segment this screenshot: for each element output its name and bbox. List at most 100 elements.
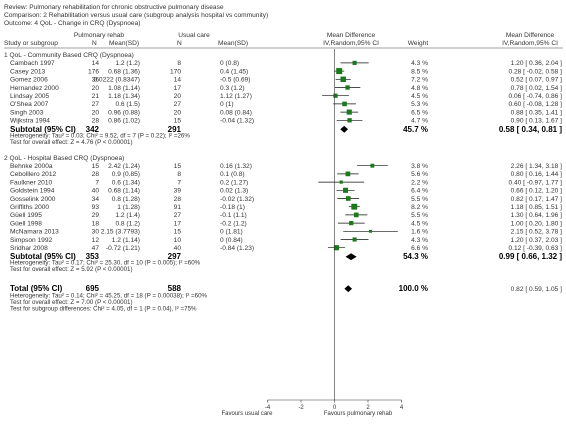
ctl-n-value: 170 — [170, 68, 181, 75]
weight-value: 6.4 % — [411, 188, 428, 195]
study-name: Sridhar 2008 — [10, 245, 48, 252]
forest-rows: 1 QoL - Community Based CRQ (Dyspnoea)Ca… — [4, 52, 562, 313]
exp-mean-value: 0.6 (1.5) — [115, 101, 140, 108]
ctl-n-value: 17 — [174, 85, 182, 92]
exp-mean-header: Mean(SD) — [109, 40, 139, 47]
x-tick-label: 4 — [400, 405, 404, 411]
point-estimate — [353, 212, 359, 218]
exp-mean-value: 0.6 (1.34) — [112, 179, 140, 186]
exp-mean-value: 2.42 (1.24) — [108, 163, 140, 170]
point-estimate — [352, 237, 357, 242]
comparison-title: Comparison: 2 Rehabilitation versus usua… — [4, 12, 268, 19]
ci-value: 0.28 [ -0.02, 0.58 ] — [508, 68, 562, 75]
exp-n-value: 30 — [92, 229, 100, 236]
ci-value: 0.06 [ -0.74, 0.86 ] — [508, 93, 562, 100]
weight-value: 4.5 % — [411, 220, 428, 227]
ctl-n-value: 39 — [174, 188, 182, 195]
favours-left-label: Favours usual care — [221, 411, 273, 417]
favours-right-label: Favours pulmonary rehab — [324, 411, 393, 417]
total-diamond — [344, 285, 353, 293]
md2-method-header: IV,Random,95% CI — [502, 40, 558, 47]
ci-value: 2.15 [ 0.52, 3.78 ] — [511, 229, 562, 236]
point-estimate — [340, 76, 346, 83]
ci-value: 0.60 [ -0.08, 1.28 ] — [508, 101, 562, 108]
exp-mean-value: 0.86 (1.02) — [108, 118, 140, 125]
study-name: Griffiths 2000 — [10, 204, 49, 211]
ci-value: 1.00 [ 0.20, 1.80 ] — [511, 220, 562, 227]
ctl-mean-value: -0.84 (1.23) — [220, 245, 254, 252]
weight-value: 3.8 % — [411, 163, 428, 170]
weight-value: 5.5 % — [411, 196, 428, 203]
exp-mean-value: 1.18 (1.34) — [108, 93, 140, 100]
ctl-mean-value: -0.5 (0.69) — [220, 77, 250, 84]
md2-header: Mean Difference — [506, 32, 555, 39]
ctl-n-value: 27 — [174, 101, 182, 108]
x-axis: -4 -2 0 2 4 — [265, 49, 404, 411]
exp-n-value: 36 — [92, 77, 100, 84]
subtotal-weight: 54.3 % — [403, 252, 428, 261]
study-name: Cambach 1997 — [10, 60, 55, 67]
study-name: Gosselink 2000 — [10, 196, 56, 203]
x-tick-label: -4 — [265, 405, 271, 411]
outcome-title: Outcome: 4 QoL - Change in CRQ (Dyspnoea… — [4, 20, 140, 27]
subtotal-exp-n: 342 — [86, 125, 100, 134]
subtotal-weight: 45.7 % — [403, 125, 428, 134]
study-header: Study or subgroup — [4, 40, 58, 47]
subtotal-ctl-n: 291 — [168, 125, 182, 134]
weight-value: 1.6 % — [411, 229, 428, 236]
total-label: Total (95% CI) — [10, 284, 63, 293]
subgroup-title: 2 QoL - Hospital Based CRQ (Dyspnoea) — [4, 155, 124, 162]
ctl-mean-value: 0 (1.81) — [220, 229, 243, 236]
heterogeneity-text: Heterogeneity: Tau² = 0.17; Chi² = 25.30… — [10, 260, 201, 267]
study-name: Faulkner 2010 — [10, 179, 52, 186]
ctl-mean-value: 1.12 (1.27) — [220, 93, 252, 100]
ctl-n-value: 14 — [174, 77, 182, 84]
ci-value: 2.26 [ 1.34, 3.18 ] — [511, 163, 562, 170]
exp-n-value: 47 — [92, 245, 100, 252]
subtotal-diamond — [340, 125, 349, 133]
ctl-mean-value: -0.2 (1.2) — [220, 220, 247, 227]
exp-mean-value: 0.68 (1.36) — [108, 68, 140, 75]
ctl-n-value: 20 — [174, 93, 182, 100]
total-weight: 100.0 % — [399, 284, 428, 293]
exp-n-value: 12 — [92, 237, 100, 244]
x-tick-label: 0 — [333, 405, 337, 411]
weight-value: 5.5 % — [411, 212, 428, 219]
ctl-mean-value: 0.16 (1.32) — [220, 163, 252, 170]
point-estimate — [336, 68, 343, 75]
weight-value: 6.5 % — [411, 109, 428, 116]
ci-value: 0.88 [ 0.35, 1.41 ] — [511, 109, 562, 116]
weight-value: 4.8 % — [411, 85, 428, 92]
exp-n-value: 15 — [92, 163, 100, 170]
ctl-n-value: 8 — [177, 60, 181, 67]
exp-n-value: 34 — [92, 196, 100, 203]
ctl-mean-value: 0.3 (1.2) — [220, 85, 245, 92]
ci-value: 1.20 [ 0.36, 2.04 ] — [511, 60, 562, 67]
weight-value: 4.3 % — [411, 60, 428, 67]
study-name: Wijkstra 1994 — [10, 118, 50, 125]
ctl-mean-value: 0 (1) — [220, 101, 234, 108]
subtotal-ctl-n: 297 — [168, 252, 182, 261]
study-name: Casey 2013 — [10, 68, 46, 75]
study-name: McNamara 2013 — [10, 229, 59, 236]
ctl-mean-value: 0.02 (1.3) — [220, 188, 248, 195]
review-title: Review: Pulmonary rehabilitation for chr… — [4, 4, 224, 11]
exp-n-value: 18 — [92, 220, 100, 227]
subtotal-label: Subtotal (95% CI) — [10, 252, 76, 261]
total-heterogeneity-text: Heterogeneity: Tau² = 0.14; Chi² = 45.25… — [10, 293, 208, 300]
weight-value: 7.2 % — [411, 77, 428, 84]
subtotal-ci: 0.58 [ 0.34, 0.81 ] — [499, 125, 562, 134]
total-ci: 0.82 [ 0.59, 1.05 ] — [511, 286, 562, 293]
exp-mean-value: 0.9 (0.85) — [112, 171, 140, 178]
ctl-mean-value: -0.02 (1.32) — [220, 196, 254, 203]
exp-mean-value: 2.15 (3.7793) — [101, 229, 140, 236]
subtotal-exp-n: 353 — [86, 252, 100, 261]
weight-value: 4.7 % — [411, 118, 428, 125]
weight-value: 5.3 % — [411, 101, 428, 108]
point-estimate — [333, 245, 340, 251]
exp-n-value: 7 — [95, 179, 99, 186]
ctl-mean-value: -0.04 (1.32) — [220, 118, 254, 125]
study-name: Behnke 2000a — [10, 163, 53, 170]
